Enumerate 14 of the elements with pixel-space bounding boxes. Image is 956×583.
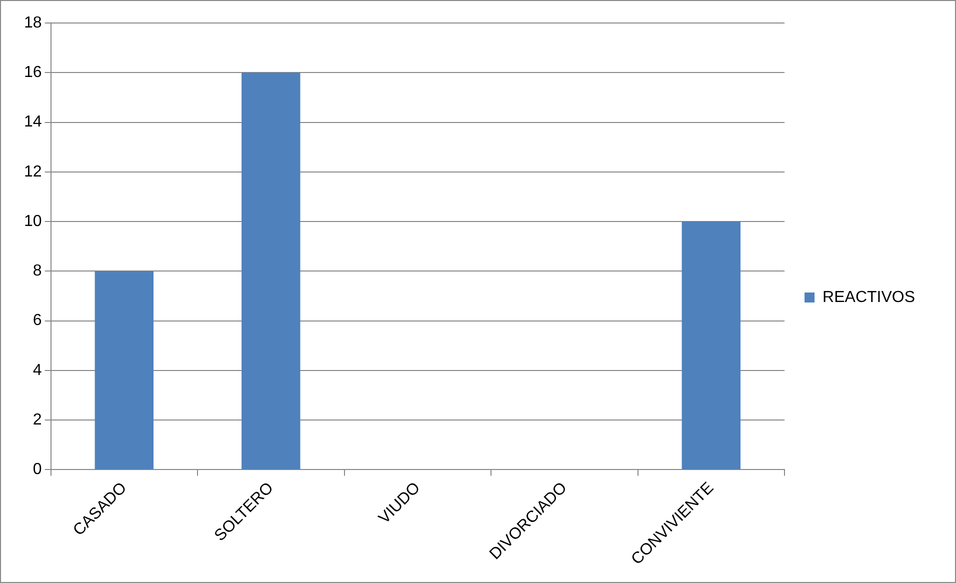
y-tick-label: 2 [32, 412, 42, 428]
y-tick-label: 14 [24, 114, 42, 131]
y-tick-label: 0 [32, 461, 42, 478]
y-tick-label: 4 [32, 362, 42, 379]
y-tick-label: 18 [24, 14, 42, 32]
y-tick-label: 10 [24, 212, 42, 230]
bar [242, 72, 300, 470]
bar [682, 222, 741, 470]
y-tick-label: 6 [32, 312, 42, 330]
legend-label: REACTIVOS [822, 288, 916, 306]
bar [94, 271, 154, 470]
y-tick-label: 16 [24, 64, 42, 82]
y-tick-label: 8 [32, 262, 42, 280]
y-tick-label: 12 [24, 163, 42, 180]
